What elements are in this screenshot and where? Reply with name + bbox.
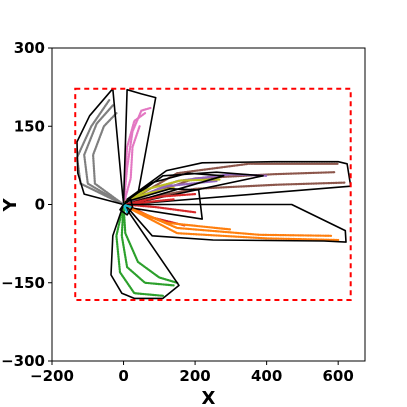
bounding-box [74,87,352,301]
sector-0-curve-1 [83,104,125,206]
sector-8-curve-1 [122,203,129,214]
y-tick-label-0: −300 [1,352,45,370]
sector-6-outline [126,203,347,243]
sector-4-curve-0 [124,178,222,203]
sector-6 [126,203,347,243]
y-tick-label-1: −150 [1,274,45,292]
sector-2-outline [126,160,352,206]
x-tick-label-0: −200 [30,367,74,385]
x-tick-label-4: 600 [323,367,354,385]
sector-5-curve-3 [124,198,175,206]
sector-8 [119,198,134,216]
sector-5-curve-1 [124,203,197,214]
sector-0 [75,87,125,206]
sector-7-curve-0 [115,203,164,297]
sectors-layer [75,87,352,300]
sector-1-curve-2 [122,125,141,206]
y-tick-label-2: 0 [35,196,45,214]
sector-7-curve-2 [122,203,179,284]
sector-0-curve-2 [91,112,125,206]
y-tick-label-3: 150 [14,117,45,135]
sector-6-curve-0 [126,206,340,242]
y-tick-label-4: 300 [14,39,45,57]
sector-5-curve-0 [124,193,197,206]
sector-8-outline [119,198,134,216]
x-axis-label: X [202,388,216,407]
sector-6-curve-2 [126,206,232,231]
sector-7-curve-1 [120,203,175,287]
x-axis: −200 0 200 400 600 [30,361,354,385]
sector-7 [110,203,180,300]
sector-2-curve-2 [126,181,347,203]
y-axis: −300 −150 0 150 300 [1,39,52,370]
sector-7-outline [110,203,180,300]
y-axis-label: Y [0,198,21,213]
x-tick-label-1: 0 [118,367,128,385]
x-tick-label-3: 400 [251,367,282,385]
x-tick-label-2: 200 [179,367,210,385]
